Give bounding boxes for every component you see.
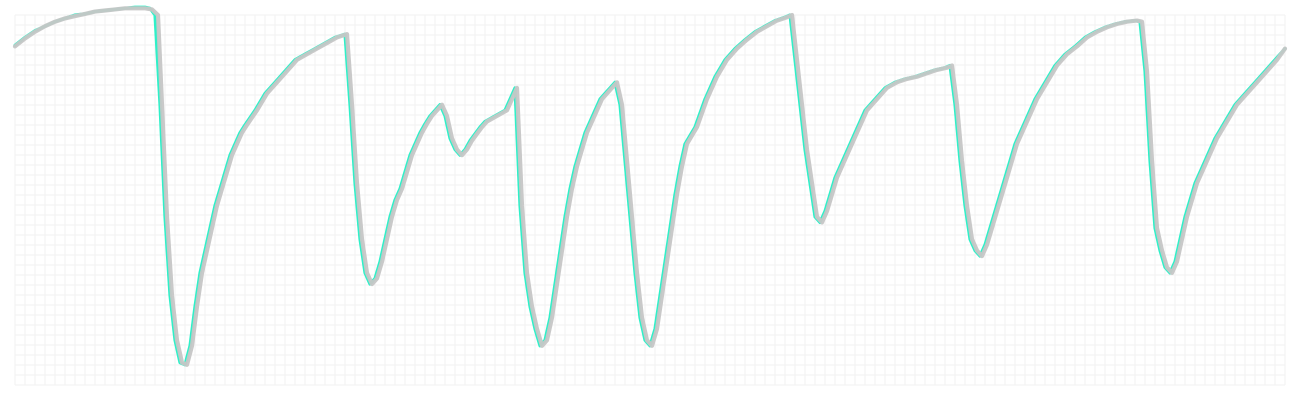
grid xyxy=(14,14,1286,386)
series-group xyxy=(12,5,1288,367)
series-line-2 xyxy=(12,6,1288,367)
